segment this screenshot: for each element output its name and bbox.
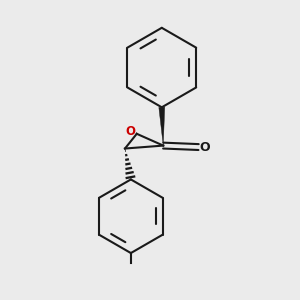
Text: O: O — [199, 141, 210, 154]
Text: O: O — [125, 125, 135, 138]
Polygon shape — [159, 107, 165, 146]
